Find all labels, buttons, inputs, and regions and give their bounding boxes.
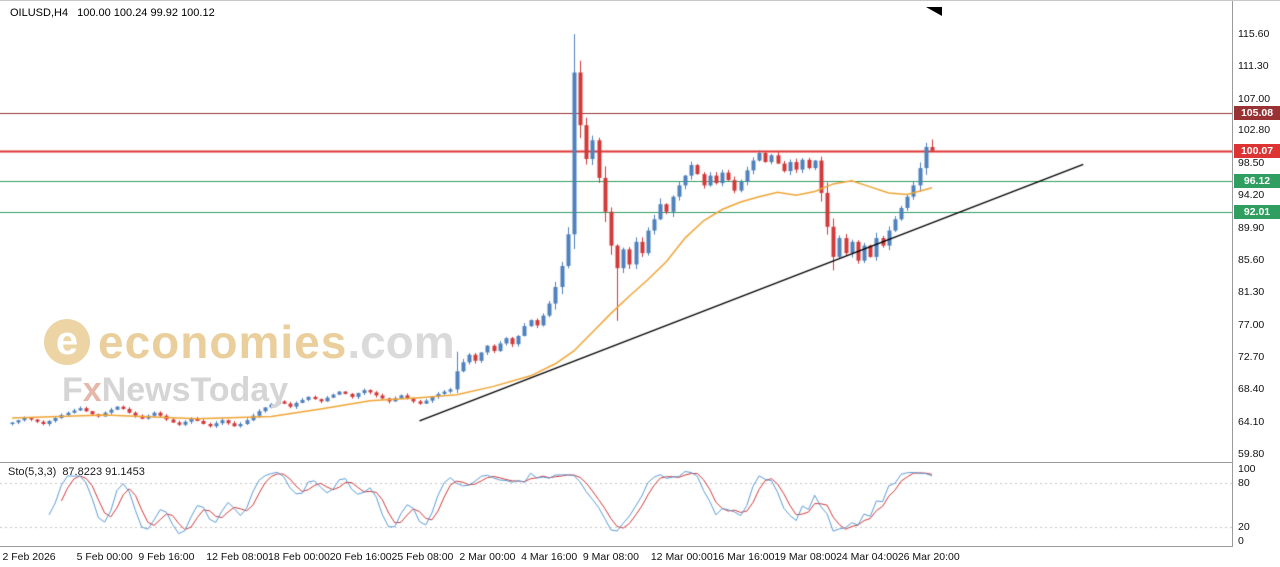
price-tick-label: 111.30 bbox=[1238, 60, 1269, 73]
quote-ohlc: 100.00 100.24 99.92 100.12 bbox=[77, 7, 215, 19]
price-level-badge: 96.12 bbox=[1234, 173, 1280, 188]
watermark: e economies .com FxNewsToday bbox=[44, 315, 455, 410]
time-axis-label: 2 Feb 2026 bbox=[2, 551, 56, 563]
watermark-rest: NewsToday bbox=[101, 371, 289, 409]
time-axis-label: 12 Mar 00:00 bbox=[650, 551, 713, 563]
symbol-timeframe: OILUSD,H4 bbox=[10, 7, 69, 19]
indicator-values: 87.8223 91.1453 bbox=[62, 466, 145, 478]
time-axis-label: 24 Mar 04:00 bbox=[836, 551, 898, 563]
stoch-tick-label: 80 bbox=[1238, 477, 1250, 490]
price-tick-label: 68.40 bbox=[1238, 383, 1265, 396]
price-tick-label: 59.80 bbox=[1238, 448, 1265, 461]
price-tick-label: 102.80 bbox=[1238, 124, 1271, 137]
price-level-badge: 105.08 bbox=[1234, 106, 1280, 121]
time-axis-label: 9 Mar 08:00 bbox=[582, 551, 639, 563]
time-axis-label: 12 Feb 08:00 bbox=[206, 551, 269, 563]
price-tick-label: 98.50 bbox=[1238, 156, 1265, 169]
main-chart-panel[interactable]: OILUSD,H4 100.00 100.24 99.92 100.12 e ec… bbox=[0, 1, 1232, 463]
price-tick-label: 94.20 bbox=[1238, 189, 1265, 202]
candlestick-chart-canvas[interactable] bbox=[0, 1, 1232, 462]
watermark-f: F bbox=[62, 371, 83, 409]
watermark-x: x bbox=[82, 371, 102, 409]
price-tick-label: 85.60 bbox=[1238, 253, 1265, 266]
time-axis-label: 16 Mar 16:00 bbox=[712, 551, 775, 563]
price-tick-label: 107.00 bbox=[1238, 92, 1271, 105]
stochastic-panel[interactable]: Sto(5,3,3) 87.8223 91.1453 bbox=[0, 463, 1232, 547]
stoch-tick-label: 0 bbox=[1238, 535, 1244, 547]
watermark-brand: economies bbox=[98, 316, 348, 368]
economies-logo-icon: e bbox=[44, 319, 90, 365]
time-axis-label: 2 Mar 00:00 bbox=[459, 551, 516, 563]
time-axis-label: 25 Feb 08:00 bbox=[391, 551, 454, 563]
watermark-line2: FxNewsToday bbox=[62, 371, 455, 410]
price-tick-label: 64.10 bbox=[1238, 415, 1265, 428]
time-axis-label: 26 Mar 20:00 bbox=[897, 551, 960, 563]
price-tick-label: 81.30 bbox=[1238, 286, 1265, 299]
indicator-label: Sto(5,3,3) 87.8223 91.1453 bbox=[8, 466, 145, 478]
price-tick-label: 89.90 bbox=[1238, 221, 1265, 234]
price-tick-label: 115.60 bbox=[1238, 28, 1270, 41]
price-tick-label: 77.00 bbox=[1238, 318, 1265, 331]
price-axis[interactable]: 115.60 111.30 107.00 102.80 98.50 94.20 89.90 8… bbox=[1232, 1, 1280, 547]
time-axis-label: 9 Feb 16:00 bbox=[138, 551, 195, 563]
quote-line: OILUSD,H4 100.00 100.24 99.92 100.12 bbox=[10, 7, 215, 19]
price-tick-label: 72.70 bbox=[1238, 351, 1265, 363]
time-axis-label: 4 Mar 16:00 bbox=[521, 551, 578, 563]
time-axis[interactable]: 2 Feb 2026 5 Feb 00:00 9 Feb 16:00 12 Feb 0… bbox=[0, 547, 1280, 567]
stochastic-canvas[interactable] bbox=[0, 463, 1232, 546]
stoch-tick-label: 20 bbox=[1238, 520, 1250, 533]
watermark-brand-suffix: .com bbox=[347, 316, 455, 368]
time-axis-label: 20 Feb 16:00 bbox=[329, 551, 392, 563]
time-axis-label: 18 Feb 00:00 bbox=[268, 551, 330, 563]
indicator-name: Sto(5,3,3) bbox=[8, 466, 57, 478]
price-level-badge: 92.01 bbox=[1234, 204, 1280, 219]
stoch-tick-label: 100 bbox=[1238, 463, 1256, 475]
price-level-badge: 100.07 bbox=[1234, 144, 1280, 158]
time-axis-label: 19 Mar 08:00 bbox=[774, 551, 837, 563]
time-axis-label: 5 Feb 00:00 bbox=[76, 551, 133, 563]
chart-shift-marker-icon[interactable] bbox=[926, 7, 942, 16]
